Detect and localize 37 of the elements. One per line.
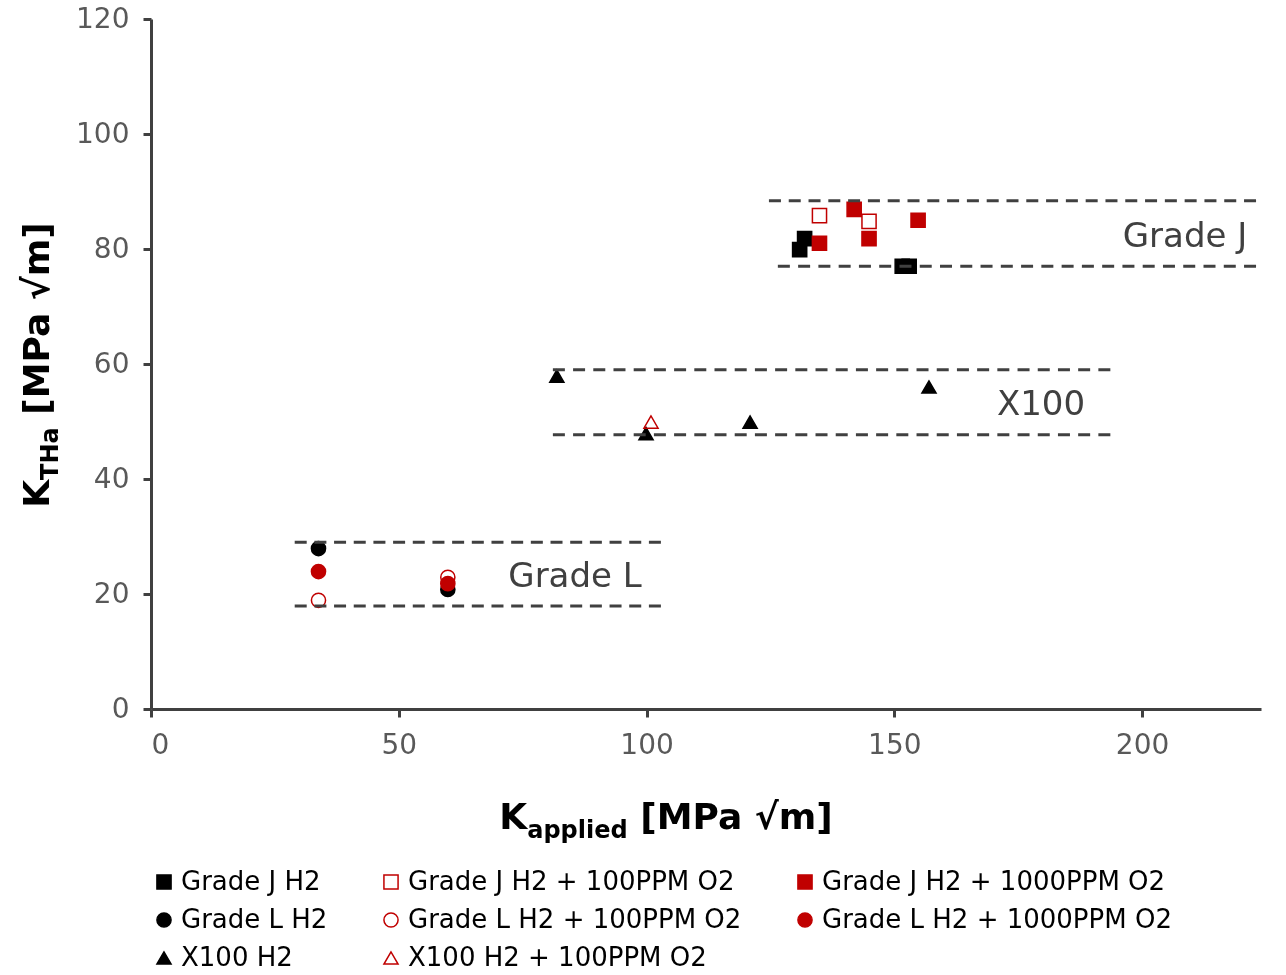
legend-label: Grade J H2 + 100PPM O2 xyxy=(408,866,735,896)
legend-label: Grade L H2 + 100PPM O2 xyxy=(408,904,742,934)
x-tick-label: 200 xyxy=(1115,727,1170,761)
point xyxy=(643,415,659,429)
y-tick-label: 0 xyxy=(111,691,130,725)
y-tick-label: 60 xyxy=(93,346,130,380)
legend-label: X100 H2 xyxy=(181,942,293,972)
point xyxy=(440,575,456,592)
legend-label: Grade L H2 xyxy=(181,904,328,934)
annotation: Grade J xyxy=(1122,215,1248,255)
point xyxy=(310,563,327,580)
point xyxy=(796,230,813,247)
point xyxy=(846,201,862,218)
annotation: X100 xyxy=(996,383,1086,423)
annotation: Grade L xyxy=(508,555,642,595)
x-tick-label: 100 xyxy=(620,727,674,761)
x-tick-label: 50 xyxy=(381,727,418,761)
x-axis-title: K$_{applied}$ [MPa √m] xyxy=(499,796,833,844)
y-tick-label: 40 xyxy=(93,461,130,495)
point xyxy=(811,235,828,252)
point xyxy=(861,230,877,247)
point xyxy=(742,415,758,429)
point xyxy=(811,207,828,224)
legend-label: X100 H2 + 100PPM O2 xyxy=(408,942,707,972)
y-tick-label: 120 xyxy=(76,1,130,35)
x-tick-label: 0 xyxy=(151,727,170,761)
point xyxy=(549,369,565,383)
point xyxy=(921,380,937,394)
legend-label: Grade J H2 + 1000PPM O2 xyxy=(822,866,1166,896)
x-tick-label: 150 xyxy=(868,727,922,761)
legend-label: Grade J H2 xyxy=(181,866,321,896)
y-tick-label: 20 xyxy=(93,576,130,610)
y-tick-label: 80 xyxy=(93,231,130,265)
point xyxy=(861,213,877,230)
point xyxy=(910,212,926,229)
y-tick-label: 100 xyxy=(76,116,130,150)
legend-label: Grade L H2 + 1000PPM O2 xyxy=(822,904,1172,934)
